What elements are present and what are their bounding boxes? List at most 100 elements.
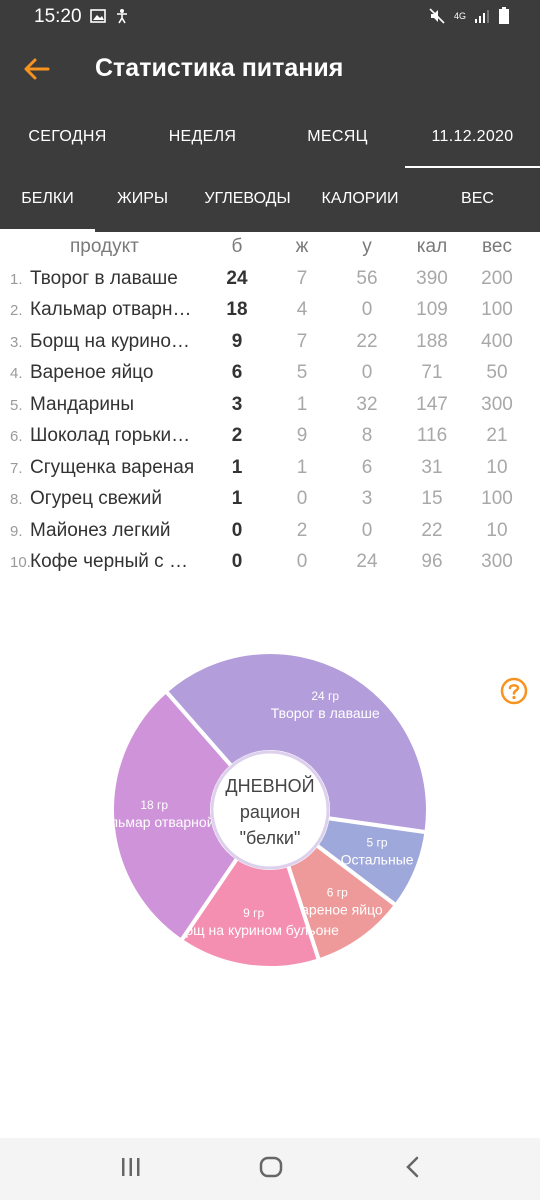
row-index: 2. [10, 302, 23, 319]
center-label-line2: рацион [240, 802, 300, 822]
network-label: 4G [453, 10, 466, 21]
status-icons-left [90, 8, 130, 24]
header-fats: ж [295, 236, 309, 257]
donut-center [210, 750, 330, 870]
center-label-line3: "белки" [240, 828, 301, 848]
table-header: продукт б ж у кал вес [0, 232, 540, 264]
weight-value: 300 [481, 551, 513, 572]
table-row[interactable]: 10. Кофе черный с … 0 0 24 96 300 [0, 547, 540, 579]
fats-value: 5 [296, 362, 308, 383]
fats-value: 1 [296, 456, 308, 478]
slice-value-label: 24 гр [311, 689, 339, 703]
header-calories: кал [416, 236, 448, 257]
weight-value: 21 [486, 425, 508, 446]
tab-calories[interactable]: КАЛОРИИ [321, 190, 399, 207]
carbs-value: 0 [361, 299, 373, 320]
calories-value: 96 [421, 551, 443, 572]
slice-category-label: Кальмар отварной [100, 814, 215, 830]
weight-value: 200 [481, 267, 513, 289]
weight-value: 100 [481, 488, 513, 509]
proteins-value: 24 [226, 267, 248, 289]
carbs-value: 3 [361, 488, 373, 509]
fats-value: 4 [296, 299, 308, 320]
product-name: Кофе черный с … [30, 551, 188, 572]
tab-month[interactable]: МЕСЯЦ [307, 128, 368, 145]
carbs-value: 8 [361, 425, 373, 446]
table-row[interactable]: 2. Кальмар отварн… 18 4 0 109 100 [0, 295, 540, 327]
weight-value: 10 [486, 519, 508, 541]
slice-value-label: 6 гр [327, 886, 348, 900]
proteins-value: 2 [231, 425, 243, 446]
table-row[interactable]: 6. Шоколад горьки… 2 9 8 116 21 [0, 421, 540, 453]
home-icon[interactable] [259, 1156, 283, 1178]
table-row[interactable]: 3. Борщ на курино… 9 7 22 188 400 [0, 327, 540, 359]
signal-icon [475, 10, 489, 23]
mute-icon [429, 8, 445, 24]
proteins-value: 1 [231, 456, 243, 478]
tab-proteins[interactable]: БЕЛКИ [0, 168, 95, 232]
product-name: Кальмар отварн… [30, 299, 192, 320]
weight-value: 300 [481, 393, 513, 415]
fats-value: 7 [296, 330, 308, 352]
carbs-value: 22 [356, 330, 378, 352]
fats-value: 0 [296, 488, 308, 509]
slice-category-label: Творог в лаваше [271, 705, 380, 721]
row-index: 10. [10, 554, 31, 571]
accessibility-icon [117, 9, 127, 24]
table-row[interactable]: 8. Огурец свежий 1 0 3 15 100 [0, 484, 540, 516]
header-weight: вес [482, 236, 512, 257]
help-icon[interactable] [500, 677, 528, 705]
tab-weight[interactable]: ВЕС [461, 190, 494, 207]
product-name: Огурец свежий [30, 488, 162, 509]
fats-value: 1 [296, 393, 308, 415]
slice-category-label: Борщ на курином бульоне [168, 922, 339, 938]
row-index: 6. [10, 428, 23, 445]
row-index: 5. [10, 396, 23, 414]
product-name: Майонез легкий [30, 519, 171, 541]
tab-today[interactable]: СЕГОДНЯ [28, 128, 107, 145]
nutrition-table: продукт б ж у кал вес 1. Творог в лаваше 2… [0, 232, 540, 579]
recent-apps-icon[interactable] [120, 1156, 142, 1178]
proteins-value: 3 [231, 393, 243, 415]
slice-category-label: Вареное яйцо [292, 902, 383, 918]
row-index: 1. [10, 270, 23, 288]
proteins-value: 1 [231, 488, 243, 509]
row-index: 7. [10, 459, 23, 477]
gallery-icon [90, 9, 106, 23]
calories-value: 31 [421, 456, 443, 478]
table-row[interactable]: 4. Вареное яйцо 6 5 0 71 50 [0, 358, 540, 390]
product-name: Творог в лаваше [30, 267, 178, 289]
table-row[interactable]: 7. Сгущенка вареная 1 1 6 31 10 [0, 453, 540, 485]
carbs-value: 6 [361, 456, 373, 478]
center-label-line1: ДНЕВНОЙ [225, 775, 314, 796]
header-carbs: у [362, 236, 372, 257]
calories-value: 22 [421, 519, 443, 541]
calories-value: 147 [416, 393, 448, 415]
table-body: 1. Творог в лаваше 24 7 56 390 200 2. Кальмар от… [0, 264, 540, 579]
fats-value: 9 [296, 425, 308, 446]
calories-value: 71 [421, 362, 443, 383]
slice-category-label: Остальные [341, 852, 414, 868]
tab-date[interactable]: 11.12.2020 [405, 108, 540, 168]
product-name: Шоколад горьки… [30, 425, 191, 446]
table-row[interactable]: 9. Майонез легкий 0 2 0 22 10 [0, 516, 540, 548]
tab-carbs[interactable]: УГЛЕВОДЫ [204, 190, 291, 207]
product-name: Вареное яйцо [30, 362, 154, 383]
row-index: 9. [10, 522, 23, 540]
carbs-value: 24 [356, 551, 378, 572]
status-time: 15:20 [34, 6, 82, 27]
back-arrow-icon[interactable] [22, 54, 52, 84]
proteins-value: 9 [231, 330, 243, 352]
row-index: 8. [10, 491, 23, 508]
table-row[interactable]: 5. Мандарины 3 1 32 147 300 [0, 390, 540, 422]
protein-donut-chart: 24 гр Творог в лаваше 5 гр Остальные 6 гр Вар… [100, 650, 430, 970]
table-row[interactable]: 1. Творог в лаваше 24 7 56 390 200 [0, 264, 540, 296]
back-nav-icon[interactable] [404, 1156, 420, 1178]
tab-week[interactable]: НЕДЕЛЯ [168, 128, 237, 145]
tab-fats[interactable]: ЖИРЫ [116, 190, 169, 207]
calories-value: 188 [416, 330, 448, 352]
header-proteins: б [231, 236, 243, 257]
weight-value: 10 [486, 456, 508, 478]
battery-icon [499, 7, 509, 24]
weight-value: 50 [486, 362, 508, 383]
